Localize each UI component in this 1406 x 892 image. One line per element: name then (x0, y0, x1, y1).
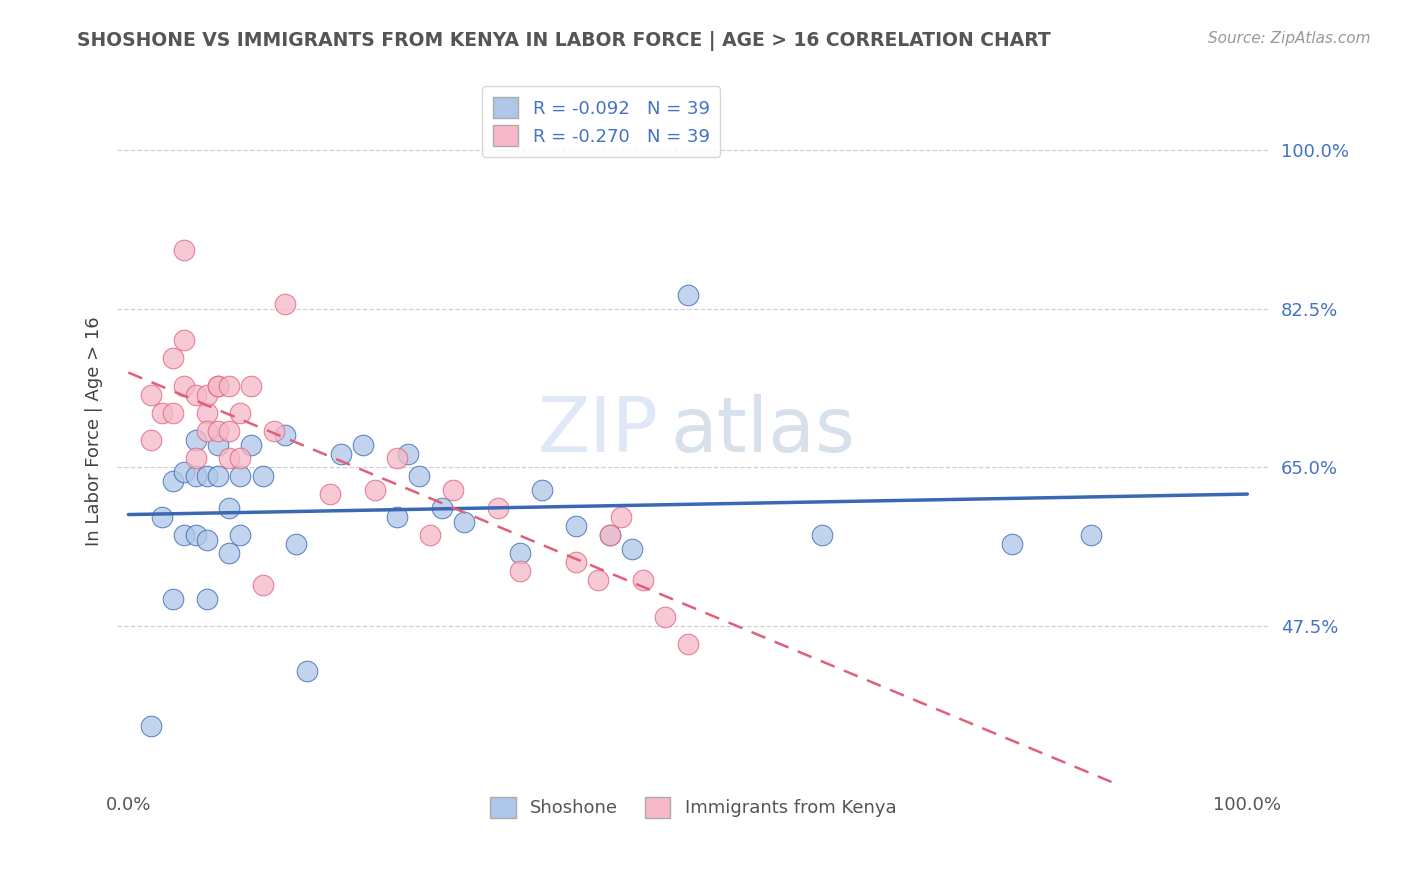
Point (1001, 537, 1024, 551)
Point (229, 469, 252, 483)
Point (631, 574, 654, 588)
Legend: Shoshone, Immigrants from Kenya: Shoshone, Immigrants from Kenya (484, 789, 904, 825)
Point (430, 500, 453, 515)
Point (162, 351, 184, 366)
Point (184, 451, 207, 466)
Point (162, 406, 184, 420)
Point (229, 406, 252, 420)
Point (620, 541, 643, 556)
Point (150, 510, 173, 524)
Point (207, 378, 229, 392)
Point (1080, 528, 1102, 542)
Point (218, 424, 240, 438)
Point (195, 424, 218, 438)
Point (207, 424, 229, 438)
Point (565, 519, 588, 533)
Text: SHOSHONE VS IMMIGRANTS FROM KENYA IN LABOR FORCE | AGE > 16 CORRELATION CHART: SHOSHONE VS IMMIGRANTS FROM KENYA IN LAB… (77, 31, 1052, 51)
Point (811, 528, 834, 542)
Point (676, 637, 699, 651)
Point (150, 406, 173, 420)
Point (486, 500, 509, 515)
Point (139, 433, 162, 447)
Point (195, 469, 218, 483)
Point (509, 565, 531, 579)
Point (195, 387, 218, 401)
Point (173, 528, 195, 542)
Point (139, 387, 162, 401)
Point (441, 483, 464, 497)
Point (565, 555, 588, 569)
Text: ZIP: ZIP (538, 394, 659, 468)
Point (173, 243, 195, 257)
Point (184, 528, 207, 542)
Point (184, 469, 207, 483)
Point (654, 609, 676, 624)
Point (218, 451, 240, 466)
Text: atlas: atlas (671, 394, 855, 468)
Point (184, 387, 207, 401)
Point (319, 487, 342, 501)
Point (297, 664, 319, 678)
Point (252, 469, 274, 483)
Point (218, 500, 240, 515)
Point (385, 510, 408, 524)
Point (218, 378, 240, 392)
Text: Source: ZipAtlas.com: Source: ZipAtlas.com (1208, 31, 1371, 46)
Point (229, 451, 252, 466)
Point (274, 428, 297, 442)
Point (385, 451, 408, 466)
Point (588, 574, 610, 588)
Point (274, 297, 297, 311)
Point (609, 510, 631, 524)
Point (531, 483, 554, 497)
Point (173, 465, 195, 479)
Point (419, 528, 441, 542)
Point (676, 288, 699, 302)
Point (352, 437, 374, 451)
Point (408, 469, 430, 483)
Point (207, 378, 229, 392)
Point (240, 378, 263, 392)
Point (162, 474, 184, 488)
Point (184, 433, 207, 447)
Y-axis label: In Labor Force | Age > 16: In Labor Force | Age > 16 (86, 316, 103, 546)
Point (285, 537, 308, 551)
Point (599, 528, 621, 542)
Point (195, 406, 218, 420)
Point (363, 483, 385, 497)
Point (229, 528, 252, 542)
Point (509, 546, 531, 560)
Point (162, 591, 184, 606)
Point (207, 469, 229, 483)
Point (599, 528, 621, 542)
Point (195, 591, 218, 606)
Point (173, 378, 195, 392)
Point (173, 333, 195, 347)
Point (252, 578, 274, 592)
Point (240, 437, 263, 451)
Point (396, 447, 419, 461)
Point (207, 437, 229, 451)
Point (139, 718, 162, 732)
Point (453, 515, 475, 529)
Point (195, 533, 218, 547)
Point (330, 447, 353, 461)
Point (263, 424, 285, 438)
Point (218, 546, 240, 560)
